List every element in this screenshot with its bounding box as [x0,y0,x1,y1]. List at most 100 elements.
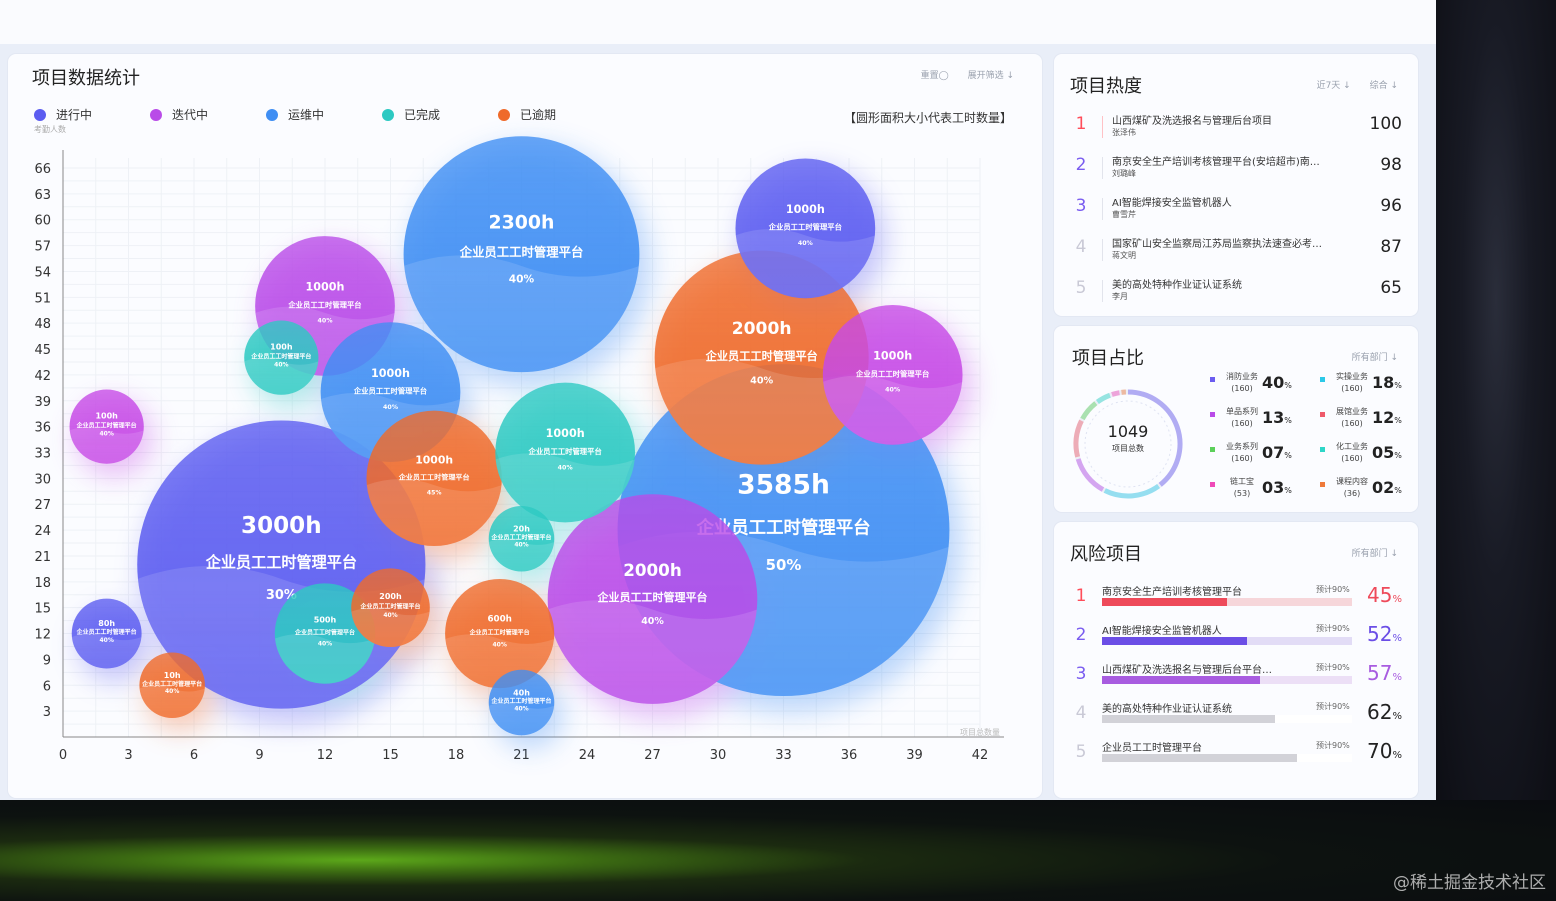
risk-row[interactable]: 2 AI智能焊接安全监管机器人 预计90% 52% [1068,619,1404,659]
legend-item[interactable]: 已完成 [382,106,440,123]
bubble-pct: 40% [641,616,664,627]
department-select[interactable]: 所有部门 ↓ [1351,353,1398,363]
bubble-circle[interactable] [654,250,869,465]
bubble-circle[interactable] [488,505,555,572]
bubble-pct: 45% [427,490,442,497]
y-tick-label: 57 [34,240,51,255]
bubble-circle[interactable] [366,410,502,547]
bubble[interactable]: 1000h 企业员工工时管理平台 40% [495,382,636,523]
share-item[interactable]: 消防业务 (160) 40% [1210,371,1320,405]
bubble-hours: 1000h [371,367,410,380]
share-item[interactable]: 业务系列 (160) 07% [1210,441,1320,475]
bubble-name: 企业员工工时管理平台 [459,245,584,260]
share-item[interactable]: 链工宝 (53) 03% [1210,476,1320,510]
hot-divider [1102,198,1103,220]
reset-button[interactable]: 重置◯ [920,71,949,81]
share-item[interactable]: 实操业务 (160) 18% [1320,371,1430,405]
risk-percent: 52% [1367,622,1402,646]
risk-row[interactable]: 4 美的高处特种作业证认证系统 预计90% 62% [1068,697,1404,737]
hot-row[interactable]: 5 美的高处特种作业证认证系统 李月 65 [1068,274,1404,314]
bubble-circle[interactable] [244,320,319,395]
bubble-circle[interactable] [445,578,555,689]
bubble-pct: 40% [318,641,332,648]
bubble[interactable]: 1000h 企业员工工时管理平台 40% [822,305,963,445]
bubble[interactable]: 1000h 企业员工工时管理平台 45% [366,410,502,547]
share-color-icon [1320,482,1325,487]
period-select[interactable]: 近7天 ↓ [1316,81,1351,91]
bubble-name: 企业员工工时管理平台 [294,629,355,637]
bubble-circle[interactable] [488,669,555,736]
hot-row[interactable]: 1 山西煤矿及洗选报名与管理后台项目 张泽伟 100 [1068,110,1404,150]
share-panel-tools: 所有部门 ↓ [1336,350,1398,363]
share-item[interactable]: 单品系列 (160) 13% [1210,406,1320,440]
bubble-hours: 10h [164,671,181,680]
risk-row[interactable]: 5 企业员工工时管理平台 预计90% 70% [1068,736,1404,776]
legend-item[interactable]: 迭代中 [150,106,208,123]
bubble-hours: 100h [270,343,293,352]
legend-label: 进行中 [56,108,93,122]
sort-select[interactable]: 综合 ↓ [1369,81,1398,91]
share-percent: 07% [1262,443,1292,462]
bubble-name: 企业员工工时管理平台 [141,680,202,688]
bubble[interactable]: 500h 企业员工工时管理平台 40% [274,583,376,684]
bubble-circle[interactable] [735,158,876,299]
bubble-circle[interactable] [351,568,430,647]
bubble[interactable]: 2000h 企业员工工时管理平台 40% [547,494,758,704]
bubble-circle[interactable] [274,583,376,684]
bubble-circle[interactable] [822,305,963,445]
bubble-pct: 40% [274,362,288,369]
bubble-chart: 0 3 6 9 12 15 18 21 24 27 30 33 36 39 4236912151821242… [34,136,1004,763]
bubble-circle[interactable] [495,382,636,523]
bubble-pct: 40% [514,542,528,549]
hot-divider [1102,239,1103,261]
hot-rank: 3 [1075,196,1087,216]
bubble-circle[interactable] [71,598,142,669]
share-item[interactable]: 展馆业务 (160) 12% [1320,406,1430,440]
legend-item[interactable]: 进行中 [34,106,92,123]
risk-target: 预计90% [1316,702,1350,711]
risk-progress-fill [1102,598,1227,606]
bubble-circle[interactable] [403,136,640,373]
share-count: (160) [1341,419,1363,428]
hot-row[interactable]: 2 南京安全生产培训考核管理平台(安培超市)南… 刘璐峰 98 [1068,151,1404,191]
legend-dot-icon [266,109,278,121]
bubble-circle[interactable] [139,652,205,719]
share-item[interactable]: 化工业务 (160) 05% [1320,441,1430,475]
share-item[interactable]: 课程内容 (36) 02% [1320,476,1430,510]
legend-item[interactable]: 已逾期 [498,106,556,123]
bubble-circle[interactable] [69,389,144,464]
bubble-pct: 40% [318,318,334,325]
x-tick-label: 39 [906,748,923,763]
bubble[interactable]: 1000h 企业员工工时管理平台 40% [735,158,876,299]
bubble[interactable]: 2000h 企业员工工时管理平台 40% [654,250,869,465]
hot-row[interactable]: 3 AI智能焊接安全监管机器人 曹雪芹 96 [1068,192,1404,232]
y-tick-label: 39 [34,395,51,410]
risk-progress-track [1102,598,1352,606]
hot-row[interactable]: 4 国家矿山安全监察局江苏局监察执法速查必考… 蒋文明 87 [1068,233,1404,273]
expand-filter-button[interactable]: 展开筛选 ↓ [967,71,1014,81]
y-tick-label: 9 [43,653,51,668]
hot-value: 96 [1380,196,1402,216]
bubble-name: 企业员工工时管理平台 [359,602,420,610]
bubble-circle[interactable] [547,494,758,704]
bubble[interactable]: 2300h 企业员工工时管理平台 40% [403,136,640,373]
share-percent-value: 02 [1372,478,1395,497]
bubble-wave [488,539,555,572]
x-tick-label: 0 [59,748,67,763]
share-percent-unit: % [1394,451,1402,460]
bubble-wave [139,685,205,719]
risk-department-select[interactable]: 所有部门 ↓ [1351,549,1398,559]
bubble-name: 企业员工工时管理平台 [695,517,870,538]
risk-row[interactable]: 3 山西煤矿及洗选报名与管理后台平台… 预计90% 57% [1068,658,1404,698]
risk-row[interactable]: 1 南京安全生产培训考核管理平台 预计90% 45% [1068,580,1404,620]
bubble-wave [71,633,142,669]
legend-item[interactable]: 运维中 [266,106,324,123]
bubble[interactable]: 600h 企业员工工时管理平台 40% [445,578,555,689]
